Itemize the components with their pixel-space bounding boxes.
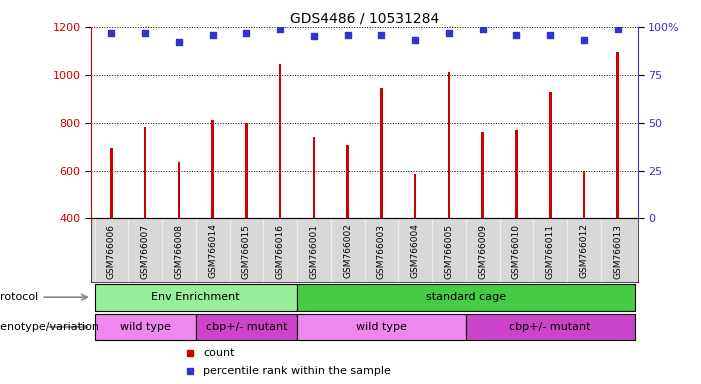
Bar: [549, 91, 552, 314]
Bar: [297, 284, 634, 311]
Bar: [482, 132, 484, 314]
Text: GSM766001: GSM766001: [309, 223, 318, 278]
Point: [275, 26, 286, 32]
Text: GSM766002: GSM766002: [343, 223, 352, 278]
Bar: [616, 52, 619, 314]
Point: [308, 33, 320, 40]
Point: [545, 31, 556, 38]
Text: GSM766014: GSM766014: [208, 223, 217, 278]
Bar: [177, 162, 180, 314]
Text: GSM766008: GSM766008: [175, 223, 184, 278]
Text: count: count: [203, 348, 235, 358]
Text: GSM766015: GSM766015: [242, 223, 251, 278]
Text: GSM766013: GSM766013: [613, 223, 622, 278]
Bar: [144, 127, 147, 314]
Text: GSM766004: GSM766004: [411, 223, 420, 278]
Bar: [110, 148, 113, 314]
Point: [578, 37, 590, 43]
Text: Env Enrichment: Env Enrichment: [151, 292, 240, 302]
Bar: [95, 284, 297, 311]
Text: GSM766016: GSM766016: [275, 223, 285, 278]
Text: wild type: wild type: [356, 322, 407, 332]
Bar: [380, 88, 383, 314]
Title: GDS4486 / 10531284: GDS4486 / 10531284: [290, 12, 439, 26]
Bar: [447, 72, 450, 314]
Point: [511, 31, 522, 38]
Point: [207, 31, 218, 38]
Text: wild type: wild type: [120, 322, 170, 332]
Point: [376, 31, 387, 38]
Bar: [414, 174, 416, 314]
Bar: [211, 120, 214, 314]
Bar: [346, 146, 349, 314]
Bar: [297, 314, 465, 340]
Text: cbp+/- mutant: cbp+/- mutant: [510, 322, 591, 332]
Point: [106, 30, 117, 36]
Point: [173, 39, 184, 45]
Text: GSM766007: GSM766007: [141, 223, 149, 278]
Text: GSM766005: GSM766005: [444, 223, 454, 278]
Bar: [245, 122, 247, 314]
Bar: [583, 170, 585, 314]
Point: [409, 37, 421, 43]
Point: [477, 26, 489, 32]
Text: GSM766011: GSM766011: [545, 223, 554, 278]
Bar: [95, 314, 196, 340]
Bar: [313, 137, 315, 314]
Bar: [465, 314, 634, 340]
Text: GSM766009: GSM766009: [478, 223, 487, 278]
Text: protocol: protocol: [0, 292, 87, 302]
Text: GSM766010: GSM766010: [512, 223, 521, 278]
Text: GSM766012: GSM766012: [580, 223, 588, 278]
Text: GSM766006: GSM766006: [107, 223, 116, 278]
Text: cbp+/- mutant: cbp+/- mutant: [205, 322, 287, 332]
Bar: [196, 314, 297, 340]
Bar: [279, 64, 282, 314]
Point: [443, 30, 454, 36]
Point: [139, 30, 151, 36]
Point: [612, 26, 623, 32]
Text: standard cage: standard cage: [426, 292, 506, 302]
Point: [342, 31, 353, 38]
Bar: [515, 130, 518, 314]
Text: genotype/variation: genotype/variation: [0, 322, 100, 332]
Text: GSM766003: GSM766003: [377, 223, 386, 278]
Point: [240, 30, 252, 36]
Text: percentile rank within the sample: percentile rank within the sample: [203, 366, 391, 376]
